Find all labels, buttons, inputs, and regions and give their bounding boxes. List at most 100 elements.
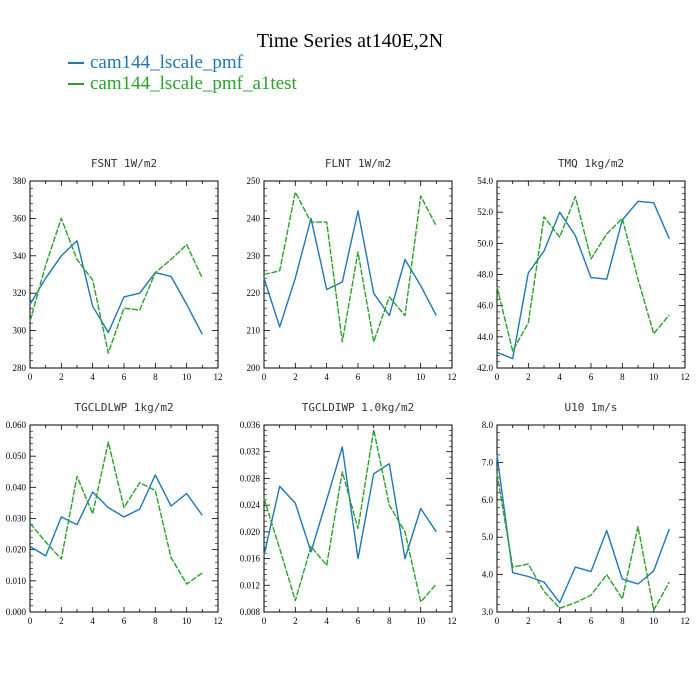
x-tick-label: 0 [495, 372, 500, 382]
y-tick-label: 0.028 [240, 473, 261, 483]
y-tick-label: 4.0 [482, 570, 494, 580]
x-tick-label: 0 [495, 616, 500, 626]
x-tick-label: 4 [557, 372, 562, 382]
legend-label-2: cam144_lscale_pmf_a1test [90, 73, 297, 94]
y-tick-label: 320 [13, 288, 27, 298]
panel-frame-4 [29, 424, 219, 613]
legend-swatch-2 [68, 82, 84, 85]
panel-title-3: TMQ 1kg/m2 [558, 157, 624, 170]
y-tick-label: 42.0 [477, 363, 493, 373]
legend-entry-2: cam144_lscale_pmf_a1test [68, 73, 297, 95]
x-tick-label: 6 [356, 616, 361, 626]
y-tick-label: 5.0 [482, 532, 494, 542]
x-tick-label: 6 [589, 616, 594, 626]
panel-frame-1 [29, 180, 219, 369]
y-tick-label: 0.040 [6, 482, 27, 492]
series-line-1 [263, 210, 437, 328]
panel-title-2: FLNT 1W/m2 [325, 157, 391, 170]
panel-title-5: TGCLDIWP 1.0kg/m2 [302, 401, 415, 414]
y-tick-label: 0.050 [6, 451, 27, 461]
series-line-2 [263, 191, 437, 343]
legend-entry-1: cam144_lscale_pmf [68, 52, 243, 74]
x-tick-label: 6 [589, 372, 594, 382]
y-tick-label: 0.008 [240, 607, 261, 617]
y-tick-label: 48.0 [477, 270, 493, 280]
y-tick-label: 0.020 [6, 545, 27, 555]
series-line-1 [496, 454, 670, 604]
series-line-1 [496, 200, 670, 360]
x-tick-label: 10 [649, 616, 659, 626]
legend-label-1: cam144_lscale_pmf [90, 52, 244, 73]
x-tick-label: 8 [620, 616, 625, 626]
y-tick-label: 250 [247, 176, 261, 186]
y-tick-label: 0.010 [6, 576, 27, 586]
series-line-2 [29, 217, 203, 354]
y-tick-label: 44.0 [477, 332, 493, 342]
chart-panel-4: TGCLDLWP 1kg/m2 0 2 4 6 8 10 12 0.000 0.010 0.020 0… [6, 401, 223, 626]
series-line-1 [263, 446, 437, 560]
y-tick-label: 230 [247, 251, 261, 261]
x-tick-label: 12 [448, 372, 457, 382]
y-tick-label: 8.0 [482, 420, 494, 430]
y-tick-label: 46.0 [477, 301, 493, 311]
x-tick-label: 8 [153, 616, 158, 626]
x-tick-label: 6 [122, 372, 127, 382]
series-line-2 [29, 441, 203, 585]
x-tick-label: 4 [324, 372, 329, 382]
y-tick-label: 340 [13, 251, 27, 261]
series-line-1 [29, 240, 203, 335]
panel-title-4: TGCLDLWP 1kg/m2 [74, 401, 173, 414]
x-tick-label: 2 [526, 372, 531, 382]
y-tick-label: 7.0 [482, 457, 494, 467]
y-tick-label: 0.016 [240, 554, 261, 564]
y-tick-label: 0.036 [240, 420, 261, 430]
x-tick-label: 2 [293, 372, 298, 382]
series-line-1 [29, 474, 203, 557]
x-tick-label: 12 [448, 616, 457, 626]
x-tick-label: 8 [387, 372, 392, 382]
y-tick-label: 52.0 [477, 207, 493, 217]
series-line-2 [263, 429, 437, 603]
y-tick-label: 280 [13, 363, 27, 373]
y-tick-label: 0.012 [240, 580, 260, 590]
chart-panel-2: FLNT 1W/m2 0 2 4 6 8 10 12 200 210 220 230 240 250 [247, 157, 457, 382]
x-tick-label: 6 [356, 372, 361, 382]
y-tick-label: 3.0 [482, 607, 494, 617]
x-tick-label: 0 [262, 372, 267, 382]
x-tick-label: 4 [557, 616, 562, 626]
x-tick-label: 4 [90, 372, 95, 382]
x-tick-label: 0 [28, 616, 33, 626]
x-tick-label: 4 [90, 616, 95, 626]
y-tick-label: 300 [13, 326, 27, 336]
y-tick-label: 0.020 [240, 527, 261, 537]
x-tick-label: 10 [416, 616, 426, 626]
x-tick-label: 12 [681, 616, 690, 626]
x-tick-label: 10 [182, 616, 192, 626]
y-tick-label: 0.060 [6, 420, 27, 430]
x-tick-label: 4 [324, 616, 329, 626]
x-tick-label: 10 [649, 372, 659, 382]
series-line-2 [496, 473, 670, 611]
y-tick-label: 220 [247, 288, 261, 298]
x-tick-label: 2 [59, 616, 64, 626]
x-tick-label: 10 [182, 372, 192, 382]
chart-panel-6: U10 1m/s 0 2 4 6 8 10 12 3.0 4.0 5.0 6.0 7.0 8.0 [482, 401, 690, 626]
chart-panel-3: TMQ 1kg/m2 0 2 4 6 8 10 12 42.0 44.0 46.0 48.0 50.0 5… [477, 157, 689, 382]
panel-frame-6 [496, 424, 686, 613]
x-tick-label: 8 [153, 372, 158, 382]
x-tick-label: 12 [214, 616, 223, 626]
x-tick-label: 8 [387, 616, 392, 626]
x-tick-label: 6 [122, 616, 127, 626]
chart-panel-5: TGCLDIWP 1.0kg/m2 0 2 4 6 8 10 12 0.008 0.012 0.01… [240, 401, 457, 626]
series-line-2 [496, 195, 670, 352]
x-tick-label: 0 [262, 616, 267, 626]
y-tick-label: 0.000 [6, 607, 27, 617]
y-tick-label: 240 [247, 213, 261, 223]
x-tick-label: 8 [620, 372, 625, 382]
y-tick-label: 380 [13, 176, 27, 186]
legend-swatch-1 [68, 61, 84, 64]
y-tick-label: 50.0 [477, 238, 493, 248]
panel-title-1: FSNT 1W/m2 [91, 157, 157, 170]
chart-panel-1: FSNT 1W/m2 0 2 4 6 8 10 12 280 300 320 340 360 380 [13, 157, 223, 382]
